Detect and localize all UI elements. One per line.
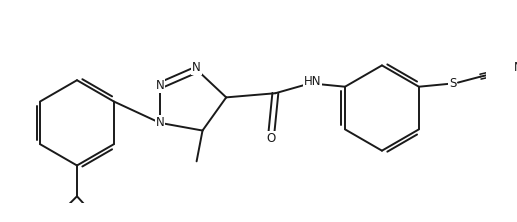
Text: HN: HN (304, 75, 322, 88)
Text: N: N (156, 116, 164, 129)
Text: O: O (267, 132, 276, 145)
Text: S: S (449, 77, 457, 90)
Text: N: N (514, 61, 517, 74)
Text: N: N (156, 79, 164, 92)
Text: N: N (192, 61, 201, 74)
